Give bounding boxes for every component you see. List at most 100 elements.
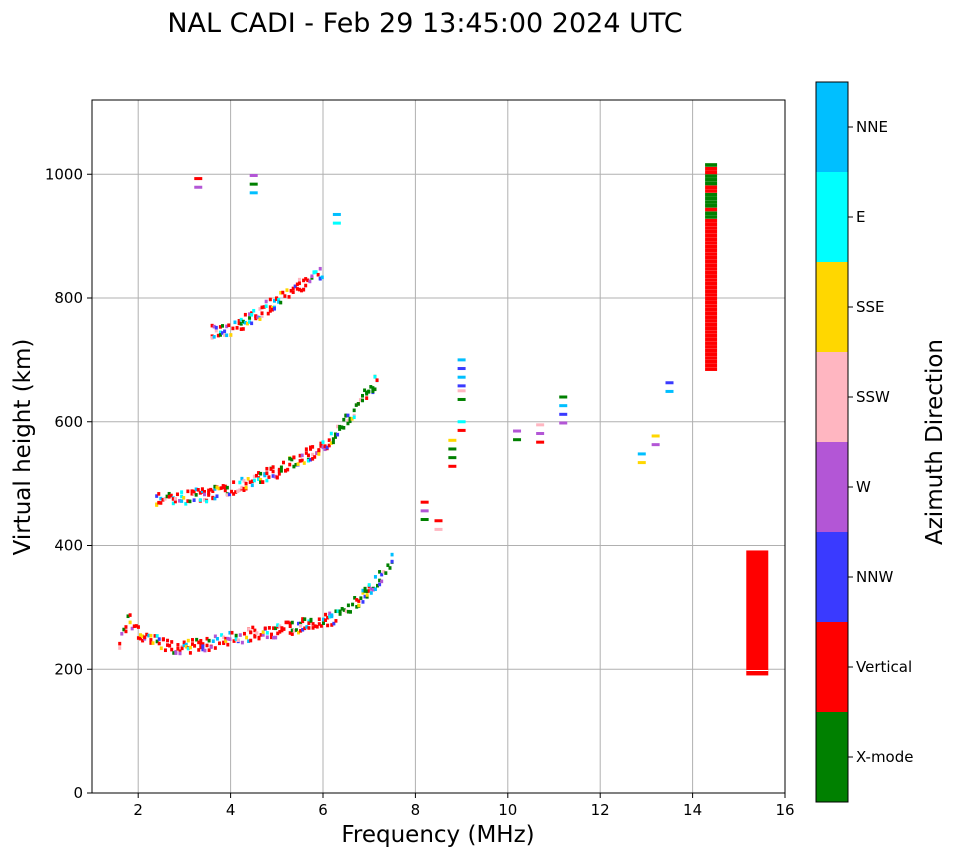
echo-point — [318, 276, 322, 281]
echo-point — [248, 312, 252, 316]
echo-point — [705, 178, 718, 182]
echo-point — [205, 499, 209, 504]
echo-point — [346, 421, 350, 426]
echo-point — [380, 572, 384, 577]
colorbar-label-sse: SSE — [856, 298, 885, 316]
echo-point — [705, 319, 718, 323]
y-tick-label: 200 — [54, 660, 83, 678]
echo-point — [331, 440, 335, 445]
echo-point — [231, 326, 235, 331]
echo-point — [357, 599, 361, 603]
echo-point — [363, 594, 367, 599]
echo-point — [175, 492, 179, 497]
echo-point — [315, 624, 319, 629]
echo-point — [229, 333, 233, 337]
echo-point — [269, 632, 273, 637]
echo-point — [155, 503, 159, 507]
x-tick-label: 8 — [411, 801, 421, 819]
colorbar-label: Azimuth Direction — [922, 339, 948, 545]
echo-point — [267, 626, 271, 630]
echo-point — [355, 605, 359, 609]
echo-point — [297, 630, 301, 635]
echo-point — [235, 326, 239, 330]
echo-point — [288, 631, 292, 635]
echo-point — [336, 424, 340, 429]
echo-point — [272, 306, 276, 311]
echo-point — [705, 289, 718, 293]
echo-point — [365, 589, 369, 594]
echo-point — [373, 387, 377, 392]
echo-point — [513, 429, 522, 433]
echo-point — [247, 639, 251, 644]
colorbar-label-ssw: SSW — [856, 388, 890, 406]
echo-point — [263, 473, 267, 478]
echo-point — [182, 643, 186, 647]
echo-points — [118, 163, 769, 676]
echo-point — [194, 487, 198, 492]
echo-point — [153, 634, 157, 638]
echo-point — [268, 305, 272, 309]
colorbar-segment — [816, 262, 848, 352]
echo-point — [330, 614, 334, 619]
echo-point — [171, 501, 175, 506]
echo-point — [155, 494, 159, 498]
echo-point — [332, 212, 341, 216]
echo-point — [328, 611, 332, 616]
echo-point — [434, 527, 443, 531]
echo-point — [145, 632, 149, 637]
echo-point — [448, 456, 457, 460]
echo-point — [259, 477, 263, 482]
echo-point — [207, 488, 211, 493]
echo-point — [329, 441, 333, 445]
echo-point — [299, 629, 303, 633]
echo-point — [149, 638, 153, 642]
echo-point — [126, 614, 130, 619]
echo-point — [200, 487, 204, 491]
echo-point — [326, 615, 330, 620]
echo-point — [270, 307, 274, 312]
echo-point — [705, 326, 718, 331]
echo-point — [307, 621, 311, 625]
echo-point — [186, 489, 190, 494]
echo-point — [363, 388, 367, 393]
echo-point — [380, 579, 384, 584]
echo-point — [173, 499, 177, 504]
echo-point — [279, 469, 283, 473]
y-tick-label: 400 — [54, 537, 83, 555]
echo-point — [559, 395, 568, 399]
echo-point — [324, 618, 328, 622]
echo-point — [311, 626, 315, 630]
echo-point — [275, 297, 279, 301]
echo-point — [260, 311, 264, 316]
echo-point — [536, 423, 545, 427]
echo-point — [252, 308, 256, 313]
echo-point — [705, 352, 718, 357]
echo-point — [141, 634, 145, 639]
colorbar-segment — [816, 712, 848, 802]
echo-point — [159, 496, 163, 501]
echo-point — [151, 641, 155, 645]
echo-point — [367, 390, 371, 394]
echo-point — [159, 646, 163, 651]
echo-point — [288, 462, 292, 467]
echo-point — [308, 279, 312, 284]
echo-point — [279, 300, 283, 305]
echo-point — [705, 207, 718, 212]
echo-point — [253, 633, 257, 638]
echo-point — [291, 290, 295, 294]
echo-point — [157, 500, 161, 505]
echo-point — [705, 315, 718, 319]
echo-point — [211, 495, 215, 500]
echo-point — [357, 603, 361, 608]
echo-point — [457, 389, 466, 393]
echo-point — [212, 335, 216, 339]
echo-point — [218, 333, 222, 337]
echo-point — [295, 282, 299, 287]
echo-point — [536, 432, 545, 436]
echo-point — [128, 613, 132, 617]
echo-point — [257, 471, 261, 475]
echo-point — [355, 598, 359, 602]
echo-point — [265, 466, 269, 471]
echo-point — [371, 587, 375, 592]
echo-point — [249, 173, 258, 177]
